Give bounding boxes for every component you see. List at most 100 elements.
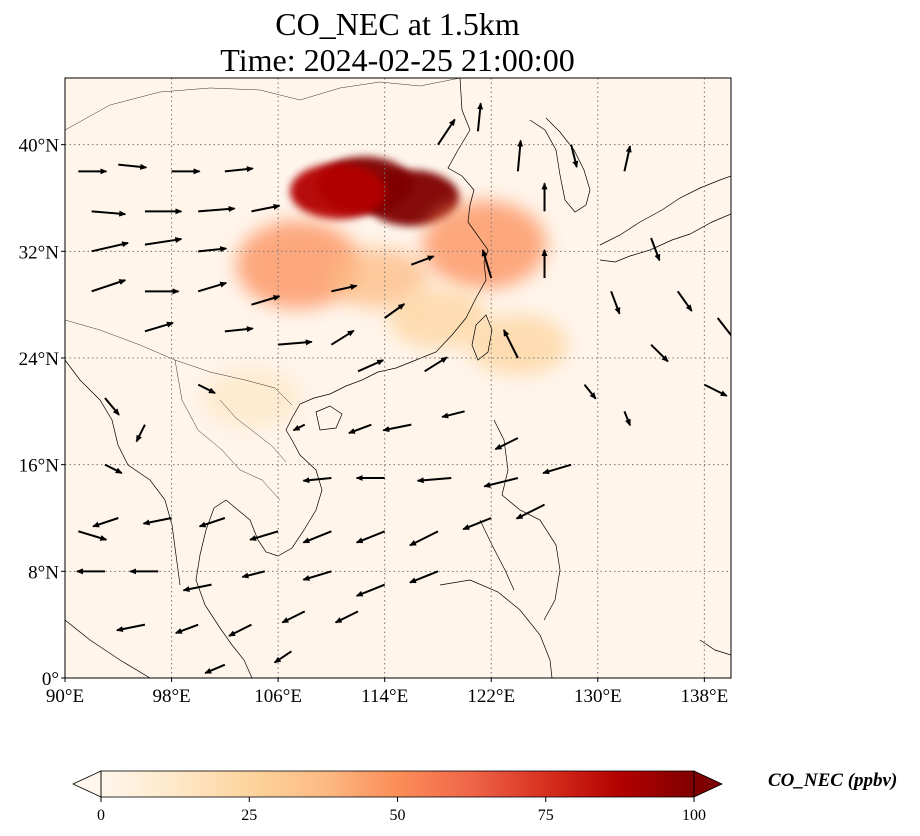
wind-arrow <box>302 477 332 484</box>
wind-arrow <box>410 255 435 266</box>
concentration-region <box>387 288 488 348</box>
wind-arrow <box>570 144 579 169</box>
wind-arrow <box>224 166 254 173</box>
lat-tick-label: 0° <box>42 669 59 690</box>
wind-arrow <box>384 303 406 319</box>
concentration-region <box>201 368 302 428</box>
wind-arrow <box>542 463 572 475</box>
colorbar-tick-label: 50 <box>390 807 406 824</box>
wind-arrow <box>409 530 439 547</box>
wind-arrow <box>481 249 493 279</box>
wind-arrow <box>174 623 199 635</box>
coastlines <box>65 78 731 678</box>
concentration-region <box>467 314 568 375</box>
border-china-north <box>65 78 461 131</box>
wind-arrow <box>355 583 386 597</box>
border-indochina <box>174 359 281 501</box>
map-subtitle: Time: 2024-02-25 21:00:00 <box>220 42 575 78</box>
coastline-mainland <box>195 78 489 678</box>
colorbar-gradient <box>101 771 694 797</box>
wind-arrow <box>144 237 183 246</box>
colorbar-title: CO_NEC (ppbv) <box>768 770 898 791</box>
wind-arrow <box>409 570 439 584</box>
wind-arrow <box>135 424 146 443</box>
coastline-japan-south <box>599 213 731 263</box>
concentration-region <box>290 163 387 220</box>
wind-arrow <box>104 463 123 474</box>
lat-tick-label: 24°N <box>19 349 60 370</box>
wind-arrow <box>204 663 226 674</box>
wind-arrow <box>251 203 281 213</box>
wind-arrow <box>330 329 355 346</box>
wind-arrow <box>142 517 172 526</box>
coastline-taiwan <box>471 314 493 361</box>
wind-arrow <box>583 384 597 400</box>
wind-arrow <box>104 397 120 416</box>
border-china-south <box>65 319 293 406</box>
wind-arrow <box>462 517 492 531</box>
wind-arrow <box>716 317 731 337</box>
wind-arrow <box>249 530 279 541</box>
wind-arrow <box>281 610 306 624</box>
gridlines <box>65 78 731 678</box>
concentration-region <box>328 248 429 308</box>
country-borders <box>65 78 461 501</box>
lon-tick-label: 122°E <box>467 686 515 707</box>
wind-arrow <box>334 610 359 624</box>
wind-arrow <box>382 423 412 433</box>
wind-arrow <box>650 237 661 262</box>
wind-arrow <box>516 139 524 172</box>
lon-tick-label: 138°E <box>681 686 729 707</box>
wind-arrow <box>676 290 693 312</box>
coastline-philippines-west <box>479 519 515 591</box>
wind-arrow <box>623 145 632 172</box>
wind-arrow <box>357 359 385 373</box>
wind-arrow <box>502 329 519 359</box>
map-title: CO_NEC at 1.5km <box>275 6 520 42</box>
wind-arrow <box>118 163 148 170</box>
lat-tick-label: 16°N <box>19 456 60 477</box>
wind-arrow <box>182 583 212 593</box>
concentration-region <box>363 170 460 226</box>
wind-arrow <box>476 102 484 132</box>
wind-arrow <box>416 477 452 484</box>
coastline-japan <box>599 175 731 246</box>
coastline-philippines <box>493 419 561 621</box>
wind-arrow <box>197 281 228 293</box>
colorbar-tick-label: 75 <box>538 807 554 824</box>
lon-tick-label: 130°E <box>574 686 622 707</box>
lon-tick-label: 114°E <box>361 686 408 707</box>
wind-arrow <box>78 530 108 541</box>
wind-arrow <box>92 517 119 528</box>
wind-vectors <box>75 102 731 674</box>
wind-arrow <box>292 423 306 432</box>
wind-arrow <box>515 503 545 520</box>
wind-arrow <box>278 339 313 346</box>
colorbar-tick-label: 100 <box>682 807 706 824</box>
lat-tick-label: 40°N <box>19 136 60 157</box>
lon-tick-label: 98°E <box>152 686 190 707</box>
colorbar-tick-label: 0 <box>97 807 105 824</box>
colorbar-extend-high <box>693 770 723 798</box>
lat-tick-label: 32°N <box>19 242 60 263</box>
coastline-new-guinea <box>699 639 731 656</box>
wind-arrow <box>115 623 146 633</box>
wind-arrow <box>197 383 216 394</box>
wind-arrow <box>441 410 465 419</box>
wind-arrow <box>198 246 228 253</box>
wind-arrow <box>91 279 127 293</box>
colorbar-ticks: 0 25 50 75 100 <box>97 797 706 824</box>
map-frame <box>64 77 732 679</box>
wind-arrow <box>437 118 456 146</box>
wind-arrow <box>424 356 448 373</box>
colorbar: 0 25 50 75 100 <box>72 770 723 824</box>
border-laos <box>219 399 287 463</box>
wind-arrow <box>483 477 519 488</box>
map-plot-area <box>65 78 731 678</box>
wind-arrow <box>228 623 252 637</box>
wind-arrow <box>273 650 292 664</box>
lat-tick-label: 8°N <box>28 562 59 583</box>
wind-arrow <box>331 284 358 293</box>
coastline-sumatra <box>65 619 151 678</box>
